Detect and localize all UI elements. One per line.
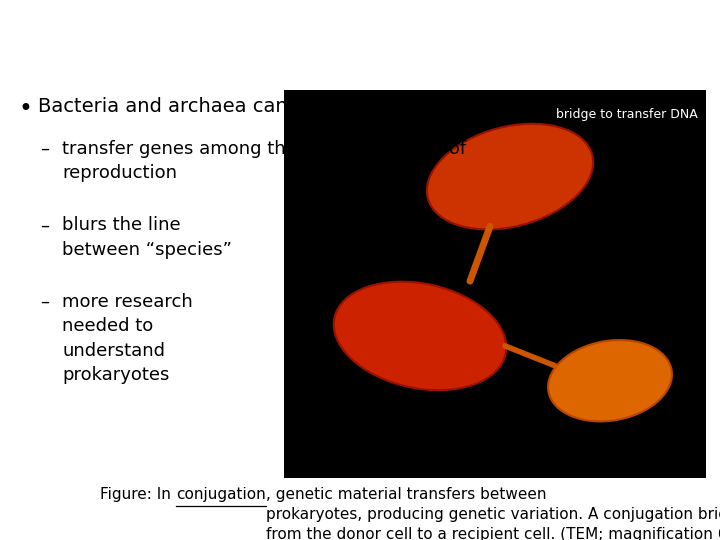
Text: bridge to transfer DNA: bridge to transfer DNA xyxy=(557,108,698,121)
Text: , genetic material transfers between
prokaryotes, producing genetic variation. A: , genetic material transfers between pro… xyxy=(266,487,720,540)
Ellipse shape xyxy=(548,340,672,421)
Text: –: – xyxy=(40,217,49,234)
Text: Bacteria and archaea can be difficult to classify.: Bacteria and archaea can be difficult to… xyxy=(38,97,505,116)
Text: •: • xyxy=(18,97,32,121)
Text: blurs the line
between “species”: blurs the line between “species” xyxy=(62,217,232,259)
Text: more research
needed to
understand
prokaryotes: more research needed to understand proka… xyxy=(62,293,193,384)
Text: Figure: In: Figure: In xyxy=(100,487,176,502)
Bar xyxy=(284,90,706,478)
Text: transfer genes among themselves outside of
reproduction: transfer genes among themselves outside … xyxy=(62,140,466,182)
Text: 17.4 Domains and Kingdoms: 17.4 Domains and Kingdoms xyxy=(13,17,459,45)
Ellipse shape xyxy=(333,282,506,390)
Text: conjugation: conjugation xyxy=(176,487,266,502)
Ellipse shape xyxy=(427,124,593,230)
Text: –: – xyxy=(40,293,49,311)
Text: –: – xyxy=(40,140,49,158)
